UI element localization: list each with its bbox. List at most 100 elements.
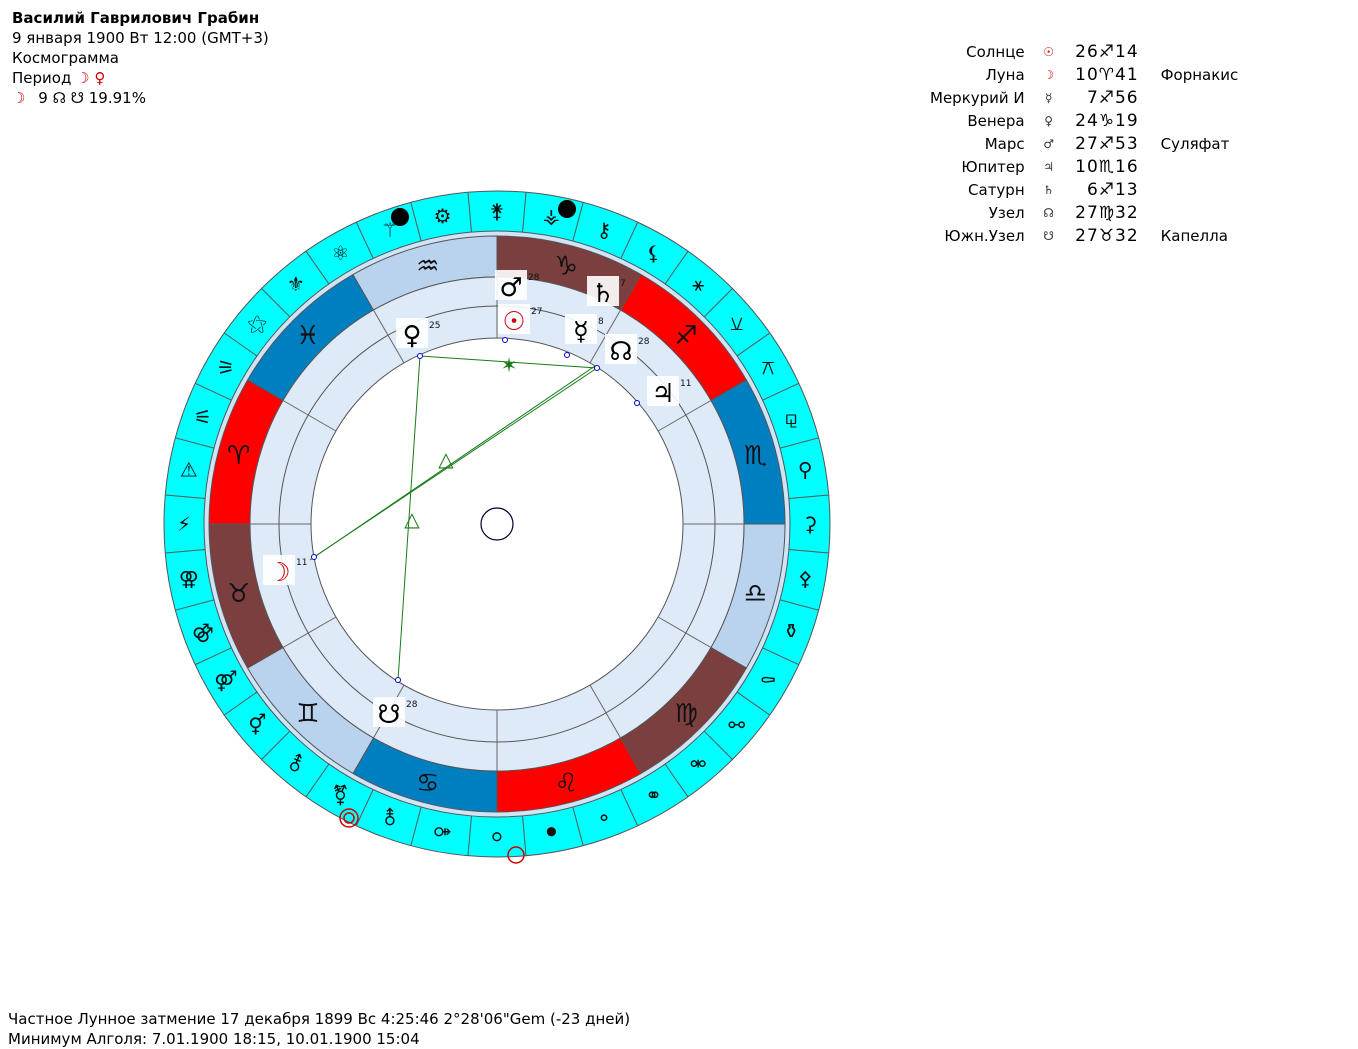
outer-ring-glyph: ⚹ bbox=[692, 272, 704, 296]
outer-ring-glyph: ⚺ bbox=[730, 311, 743, 335]
outer-ring-glyph: ⚲ bbox=[798, 458, 813, 482]
algol-info: Минимум Алголя: 7.01.1900 18:15, 10.01.1… bbox=[8, 1030, 420, 1048]
eclipse-info: Частное Лунное затмение 17 декабря 1899 … bbox=[8, 1010, 631, 1028]
outer-ring-glyph: ⚛ bbox=[332, 241, 350, 265]
zodiac-sign-glyph: ♓ bbox=[296, 321, 319, 351]
house-divider bbox=[282, 400, 337, 432]
aspect-point bbox=[634, 400, 640, 406]
outer-divider bbox=[788, 549, 829, 554]
zodiac-sign-glyph: ♋ bbox=[416, 768, 439, 798]
planet-glyph-icon: ☉ bbox=[1043, 44, 1055, 59]
outer-divider bbox=[194, 647, 232, 666]
outer-ring-glyph: ⚦ bbox=[287, 752, 304, 776]
zodiac-sign-glyph: ♉ bbox=[227, 579, 250, 609]
outer-ring-glyph: ⚬ bbox=[596, 806, 613, 830]
outer-ring-glyph: ⚶ bbox=[543, 204, 560, 228]
planet-name: Южн.Узел bbox=[944, 226, 1025, 245]
aspect-point bbox=[594, 365, 600, 371]
aspect-point bbox=[311, 554, 317, 560]
planet-row: Меркурий И ☿ 7♐56 bbox=[930, 86, 1238, 109]
outer-divider bbox=[305, 763, 330, 798]
planet-row: Луна ☽ 10♈41 Форнакис bbox=[930, 63, 1238, 86]
outer-divider bbox=[165, 549, 206, 554]
planet-glyph-icon: ♂ bbox=[499, 273, 522, 303]
planet-marker-bg bbox=[263, 555, 295, 585]
planet-glyph-icon: ☉ bbox=[502, 307, 525, 337]
zodiac-sign-glyph: ♌ bbox=[555, 768, 578, 798]
outer-divider bbox=[762, 382, 800, 401]
outer-divider bbox=[664, 763, 689, 798]
moon-outer-marker-inner bbox=[343, 812, 355, 824]
house-divider bbox=[657, 616, 712, 648]
planet-glyph-icon: ♀ bbox=[402, 321, 421, 351]
planet-name: Меркурий И bbox=[930, 88, 1025, 107]
zodiac-sign-glyph: ♈ bbox=[227, 441, 250, 471]
house-divider bbox=[373, 309, 405, 364]
outer-divider bbox=[620, 789, 639, 827]
outer-divider bbox=[522, 815, 527, 856]
outer-ring-glyph: ⚣ bbox=[192, 619, 214, 643]
planet-glyph-icon: ♂ bbox=[1043, 136, 1055, 151]
planet-glyph-icon: ☊ bbox=[1043, 205, 1054, 220]
moon-day-number: 9 bbox=[38, 89, 48, 107]
planet-glyph-icon: ♃ bbox=[1043, 159, 1055, 174]
outer-divider bbox=[223, 691, 258, 716]
planet-position: 7♐56 bbox=[1086, 87, 1139, 108]
person-name: Василий Гаврилович Грабин bbox=[12, 9, 260, 27]
outer-divider bbox=[410, 202, 422, 242]
planet-name: Юпитер bbox=[961, 157, 1025, 176]
planet-name: Солнце bbox=[966, 42, 1025, 61]
moon-outer-marker bbox=[339, 808, 359, 828]
planet-degree: 28 bbox=[528, 273, 540, 283]
outer-divider bbox=[572, 202, 584, 242]
planet-degree: 28 bbox=[638, 337, 650, 347]
planet-degree: 27 bbox=[531, 307, 542, 317]
chart-footer: Частное Лунное затмение 17 декабря 1899 … bbox=[8, 1009, 630, 1049]
planet-glyph-icon: ☿ bbox=[1044, 90, 1053, 105]
aspect-point bbox=[502, 337, 508, 343]
aspect-line bbox=[419, 355, 598, 369]
planet-row: Марс ♂ 27♐53 Суляфат bbox=[930, 132, 1238, 155]
moon-day-line: ☽ 9 ☊ ☋ 19.91% bbox=[12, 88, 269, 108]
outer-ring-glyph: ⚭ bbox=[645, 783, 662, 807]
aspect-glyph: △ bbox=[438, 447, 454, 471]
period-label: Период bbox=[12, 69, 72, 87]
chart-type-label: Космограмма bbox=[12, 49, 119, 67]
outer-divider bbox=[736, 691, 771, 716]
planet-position: 24♑19 bbox=[1075, 110, 1139, 131]
planet-glyph-icon: ♄ bbox=[1043, 182, 1055, 197]
zodiac-sign-glyph: ♒ bbox=[416, 252, 439, 282]
planet-marker-bg bbox=[396, 318, 428, 348]
planet-name: Марс bbox=[984, 134, 1025, 153]
outer-divider bbox=[620, 221, 639, 259]
planet-marker-bg bbox=[565, 314, 597, 344]
aspect-point bbox=[395, 677, 401, 683]
outer-divider bbox=[779, 599, 819, 611]
eclipse-dot bbox=[558, 200, 576, 218]
outer-divider bbox=[175, 599, 215, 611]
outer-ring-glyph: ⚟ bbox=[194, 405, 212, 429]
outer-divider bbox=[261, 730, 291, 760]
planet-row: Солнце ☉ 26♐14 bbox=[930, 40, 1238, 63]
outer-ring-glyph: ⚢ bbox=[179, 566, 199, 590]
planet-glyph-icon: ☋ bbox=[1043, 228, 1054, 243]
period-line: Период ☽ ♀ bbox=[12, 68, 269, 88]
planet-marker-bg bbox=[495, 270, 527, 300]
planet-marker-bg bbox=[647, 376, 679, 406]
outer-ring-glyph: ⚧ bbox=[332, 783, 349, 807]
outer-divider bbox=[703, 288, 733, 318]
outer-ring-glyph: ⚵ bbox=[490, 199, 505, 223]
outer-divider bbox=[522, 192, 527, 233]
planet-position: 27♉32 bbox=[1075, 225, 1139, 246]
planet-row: Венера ♀ 24♑19 bbox=[930, 109, 1238, 132]
earth-center bbox=[480, 507, 514, 541]
chart-header: Василий Гаврилович Грабин 9 января 1900 … bbox=[12, 8, 269, 108]
outer-ring-glyph: ⚙ bbox=[434, 204, 452, 228]
fixed-star: Форнакис bbox=[1160, 65, 1239, 84]
outer-divider bbox=[261, 288, 291, 318]
outer-divider bbox=[355, 221, 374, 259]
planet-glyph-icon: ☽ bbox=[267, 558, 290, 588]
outer-divider bbox=[223, 332, 258, 357]
outer-divider bbox=[355, 789, 374, 827]
